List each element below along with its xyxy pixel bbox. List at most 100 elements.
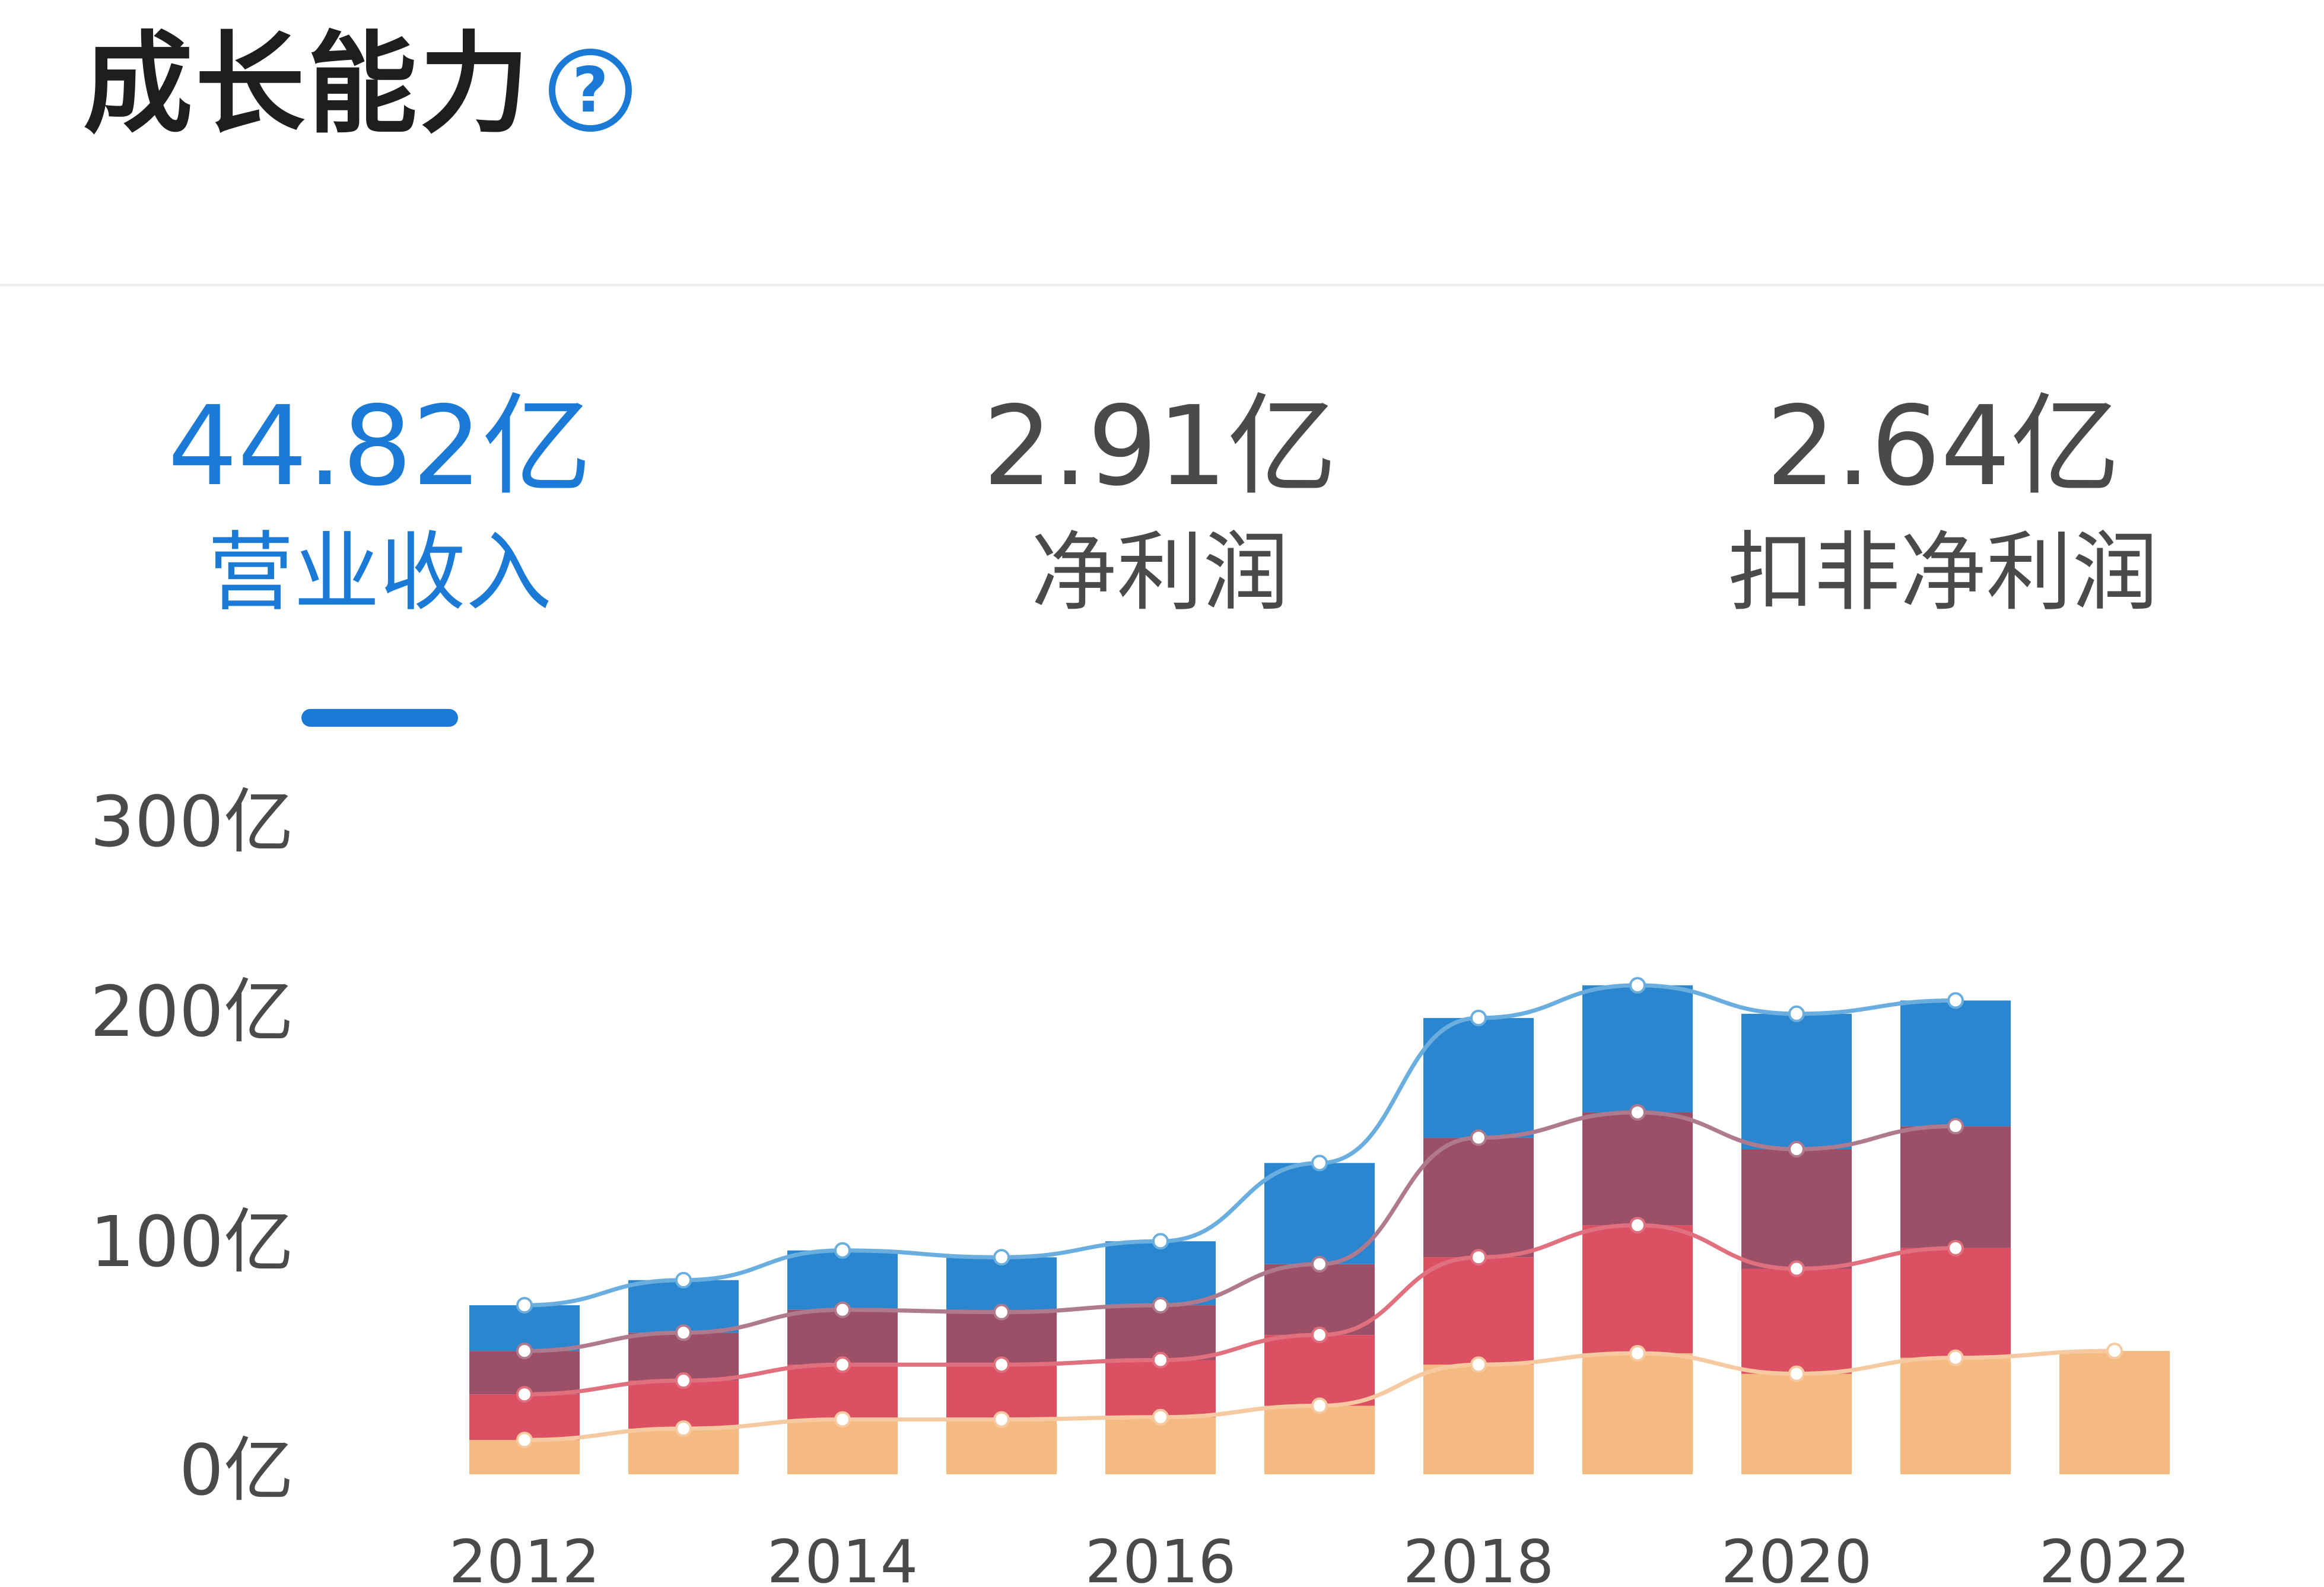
- trend-point: [1788, 1141, 1805, 1158]
- y-tick-label: 300亿: [90, 781, 294, 863]
- bar-segment: [1105, 1305, 1216, 1360]
- x-axis-ticks: 2012 2014 2016 2018 2020 2022: [449, 1527, 2191, 1587]
- bar-segment: [946, 1257, 1057, 1312]
- trend-point: [1152, 1408, 1169, 1426]
- trend-point: [834, 1356, 851, 1373]
- trend-point: [1788, 1365, 1805, 1382]
- bar-segment: [1423, 1365, 1534, 1474]
- x-tick-label: 2018: [1403, 1527, 1554, 1587]
- bar-segment: [1582, 1225, 1693, 1353]
- bar-segment: [1264, 1335, 1375, 1406]
- bar-segment: [1105, 1360, 1216, 1417]
- bar-segment: [1105, 1241, 1216, 1306]
- growth-bar-chart: 300亿 200亿 100亿 0亿 2012 2014 2016 2018 2020 2022: [90, 781, 2191, 1587]
- trend-point: [1311, 1155, 1328, 1172]
- metric-label: 净利润: [1031, 523, 1289, 623]
- bar-segment: [946, 1419, 1057, 1474]
- header-divider: [0, 284, 2324, 287]
- bar-segment: [628, 1280, 739, 1333]
- trend-line: [524, 983, 1956, 1308]
- y-axis-ticks: 300亿 200亿 100亿 0亿: [90, 781, 294, 1511]
- bar-segment: [1582, 985, 1693, 1112]
- trend-point: [1947, 992, 1964, 1009]
- metric-tab-revenue[interactable]: 44.82亿 营业收入: [113, 392, 647, 616]
- bar-segment: [1741, 1373, 1852, 1474]
- bar-segment: [787, 1365, 898, 1420]
- x-tick-label: 2016: [1085, 1527, 1236, 1587]
- trend-point: [1947, 1118, 1964, 1135]
- trend-point: [675, 1271, 692, 1289]
- bar-segment: [1900, 1126, 2011, 1248]
- trend-point: [1470, 1009, 1487, 1026]
- trend-point: [516, 1297, 533, 1314]
- bar-segment: [1105, 1417, 1216, 1474]
- trend-point: [1152, 1233, 1169, 1250]
- metric-tab-net-profit[interactable]: 2.91亿 净利润: [893, 392, 1427, 616]
- metric-value: 2.91亿: [983, 382, 1337, 510]
- bar-segment: [946, 1365, 1057, 1420]
- trend-point: [993, 1356, 1010, 1373]
- trend-point: [516, 1386, 533, 1403]
- trend-lines: [524, 983, 2115, 1442]
- trend-point: [1311, 1327, 1328, 1344]
- y-tick-label: 0亿: [179, 1429, 294, 1511]
- active-tab-indicator: [301, 709, 458, 727]
- trend-point: [516, 1432, 533, 1449]
- y-tick-label: 100亿: [90, 1201, 294, 1283]
- y-tick-label: 200亿: [90, 971, 294, 1052]
- bar-segment: [1582, 1112, 1693, 1226]
- bar-segment: [1264, 1405, 1375, 1474]
- trend-point: [1470, 1356, 1487, 1373]
- bar-segment: [787, 1250, 898, 1310]
- bar-segment: [1741, 1013, 1852, 1150]
- trend-point: [1629, 1103, 1646, 1121]
- trend-point: [993, 1411, 1010, 1428]
- trend-point: [675, 1372, 692, 1389]
- trend-point: [675, 1420, 692, 1437]
- bar-segment: [1900, 1248, 2011, 1358]
- trend-point: [1470, 1129, 1487, 1146]
- section-header: 成长能力 ?: [0, 0, 2324, 285]
- x-tick-label: 2022: [2039, 1527, 2191, 1587]
- bar-segment: [787, 1419, 898, 1474]
- bar-segment: [1264, 1163, 1375, 1264]
- trend-point: [1788, 1260, 1805, 1277]
- trend-point: [1629, 1217, 1646, 1234]
- trend-point: [1629, 1344, 1646, 1362]
- trend-point: [1311, 1397, 1328, 1414]
- trend-point: [2106, 1343, 2123, 1360]
- bar-segment: [787, 1309, 898, 1365]
- trend-line: [524, 1223, 1956, 1397]
- question-circle-icon[interactable]: ?: [549, 49, 632, 132]
- x-tick-label: 2012: [449, 1527, 600, 1587]
- trend-point: [1629, 977, 1646, 994]
- trend-point: [1152, 1297, 1169, 1314]
- metric-label: 扣非净利润: [1728, 523, 2158, 623]
- trend-point: [834, 1301, 851, 1318]
- bar-segment: [1423, 1137, 1534, 1258]
- metric-tab-deducted-net-profit[interactable]: 2.64亿 扣非净利润: [1676, 392, 2210, 616]
- bar-segment: [1900, 1357, 2011, 1474]
- bar-segment: [1741, 1268, 1852, 1374]
- trend-line: [524, 1349, 2115, 1442]
- x-tick-label: 2020: [1721, 1527, 1872, 1587]
- trend-point: [1311, 1255, 1328, 1273]
- metric-value: 44.82亿: [167, 382, 592, 510]
- bar-segment: [2059, 1351, 2170, 1474]
- metric-label: 营业收入: [208, 523, 552, 623]
- bar-segment: [1900, 1000, 2011, 1127]
- trend-line: [524, 1110, 1956, 1353]
- trend-point: [834, 1411, 851, 1428]
- bar-segment: [1741, 1149, 1852, 1269]
- trend-points: [516, 977, 2123, 1449]
- trend-point: [1788, 1005, 1805, 1022]
- trend-point: [516, 1343, 533, 1360]
- section-title: 成长能力: [83, 20, 532, 148]
- trend-point: [1947, 1239, 1964, 1257]
- trend-point: [1152, 1351, 1169, 1369]
- trend-point: [993, 1303, 1010, 1321]
- bar-stacks: [469, 985, 2170, 1474]
- bar-segment: [946, 1312, 1057, 1365]
- trend-point: [993, 1249, 1010, 1266]
- metric-value: 2.64亿: [1766, 382, 2120, 510]
